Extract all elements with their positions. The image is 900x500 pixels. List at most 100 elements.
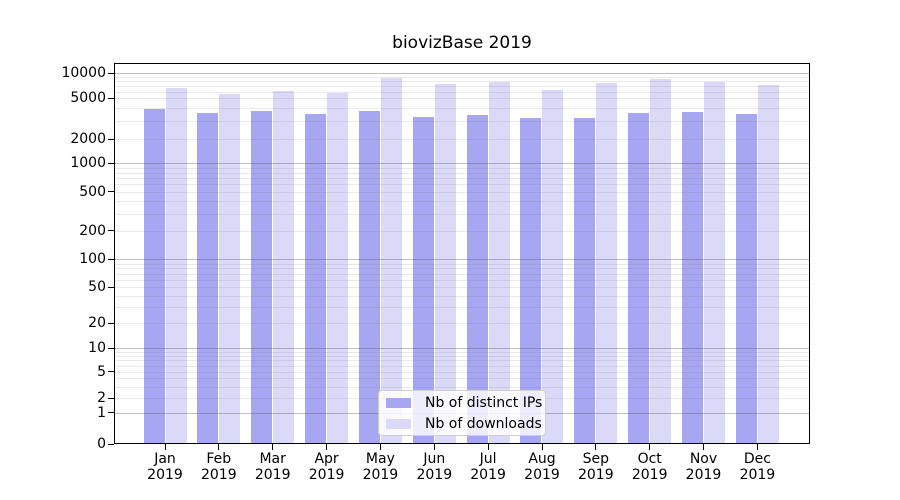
y-tick: [108, 72, 114, 74]
bar-distinct-ips: [574, 118, 596, 444]
y-tick: [108, 258, 114, 260]
gridline-minor: [114, 371, 810, 373]
x-tick: [595, 444, 597, 450]
bar-downloads: [650, 78, 672, 444]
bar-distinct-ips: [682, 111, 703, 444]
bar-distinct-ips: [466, 114, 488, 444]
y-tick-label: 2: [97, 390, 106, 407]
bar-distinct-ips: [735, 114, 757, 444]
gridline-minor: [114, 351, 810, 353]
x-tick-label: Feb 2019: [200, 451, 237, 483]
gridline-minor: [114, 91, 810, 93]
gridline-major: [114, 348, 810, 350]
legend-swatch-downloads: [386, 418, 411, 429]
x-tick: [433, 444, 435, 450]
x-tick-label: Jan 2019: [147, 451, 183, 483]
y-tick-label: 2000: [70, 131, 106, 147]
legend-swatch-distinct-ips: [386, 397, 411, 408]
y-tick: [108, 97, 114, 99]
bar-downloads: [273, 91, 295, 444]
gridline-minor: [114, 230, 810, 232]
bar-distinct-ips: [305, 114, 327, 444]
x-tick-label: Jun 2019: [416, 451, 453, 483]
x-tick-label: Dec 2019: [739, 451, 776, 483]
gridline-minor: [114, 108, 810, 110]
gridline-minor: [114, 273, 810, 275]
gridline-minor: [114, 86, 810, 87]
gridline-minor: [114, 323, 810, 325]
bar-distinct-ips: [520, 118, 542, 444]
gridline-major: [114, 163, 810, 165]
y-tick: [108, 443, 114, 445]
gridline-minor: [114, 213, 810, 215]
x-tick: [164, 444, 166, 450]
y-tick: [108, 347, 114, 349]
x-tick: [218, 444, 220, 450]
x-tick-label: Aug 2019: [524, 451, 560, 483]
gridline-minor: [114, 287, 810, 289]
x-tick-label: Mar 2019: [254, 451, 291, 483]
x-tick-label: Oct 2019: [631, 451, 668, 483]
gridline-minor: [114, 296, 810, 298]
y-tick-label: 20: [88, 315, 106, 332]
legend-item-downloads: Nb of downloads: [386, 415, 545, 432]
bar-downloads: [219, 94, 241, 444]
y-tick: [108, 397, 114, 399]
bar-downloads: [704, 82, 725, 444]
y-tick: [108, 230, 114, 232]
gridline-minor: [114, 355, 810, 357]
gridline-minor: [114, 98, 810, 100]
y-tick-label: 5000: [70, 90, 106, 107]
y-tick: [108, 371, 114, 373]
y-tick-label: 500: [79, 183, 106, 200]
gridline-minor: [114, 201, 810, 203]
y-tick-label: 0: [97, 436, 106, 452]
bar-distinct-ips: [358, 110, 380, 444]
gridline-minor: [114, 307, 810, 309]
x-tick: [649, 444, 651, 450]
bar-distinct-ips: [628, 112, 650, 444]
gridline-minor: [114, 139, 810, 140]
x-tick: [326, 444, 328, 450]
legend: Nb of distinct IPs Nb of downloads: [378, 390, 546, 436]
x-tick-label: Apr 2019: [308, 451, 345, 483]
bar-distinct-ips: [197, 112, 219, 444]
y-tick-label: 200: [79, 222, 106, 239]
y-tick-label: 100: [79, 251, 106, 268]
x-tick: [703, 444, 704, 450]
bar-downloads: [434, 84, 456, 444]
x-tick-label: Nov 2019: [685, 451, 722, 483]
plot-area: Nb of distinct IPs Nb of downloads: [114, 63, 810, 444]
gridline-minor: [114, 386, 810, 388]
gridline-minor: [114, 172, 810, 174]
y-tick: [108, 412, 114, 413]
gridline-major: [114, 73, 810, 74]
bar-downloads: [327, 92, 349, 444]
x-tick: [487, 444, 489, 450]
gridline-minor: [114, 177, 810, 179]
bar-downloads: [757, 84, 779, 444]
gridline-minor: [114, 81, 810, 83]
bar-downloads: [165, 88, 187, 444]
bar-distinct-ips: [412, 116, 434, 444]
legend-label-downloads: Nb of downloads: [425, 415, 542, 432]
y-tick-label: 1: [97, 404, 106, 421]
y-tick: [108, 286, 114, 288]
gridline-minor: [114, 184, 810, 186]
y-tick: [108, 138, 114, 140]
plot-region: [114, 63, 810, 444]
gridline-minor: [114, 378, 810, 380]
gridline-minor: [114, 279, 810, 281]
x-tick-label: May 2019: [362, 451, 399, 483]
bar-downloads: [488, 82, 510, 444]
bar-distinct-ips: [251, 110, 273, 444]
gridline-minor: [114, 167, 810, 169]
bar-distinct-ips: [143, 109, 165, 444]
y-tick: [108, 322, 114, 324]
x-tick-label: Jul 2019: [470, 451, 506, 483]
x-tick: [379, 444, 381, 450]
legend-label-distinct-ips: Nb of distinct IPs: [425, 394, 543, 411]
y-tick-label: 10: [88, 340, 106, 357]
chart-title: biovizBase 2019: [392, 33, 532, 53]
